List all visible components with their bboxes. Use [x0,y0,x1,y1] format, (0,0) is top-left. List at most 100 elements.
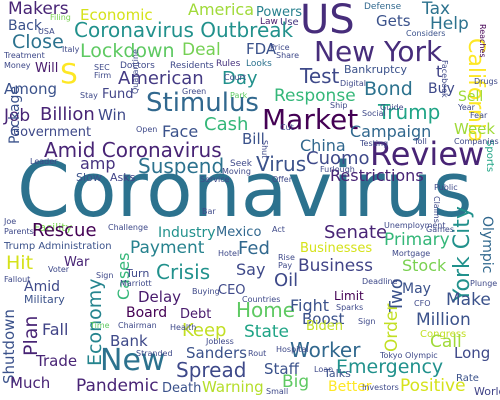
word-amp: amp [80,154,116,173]
word-use: Use [280,17,299,28]
word-sanders: Sanders [186,344,247,362]
word-job: Job [4,106,31,126]
word-unemployment: Unemployment [384,221,446,230]
word-asks: Asks [110,171,136,184]
word-facebook: Facebook [440,60,449,98]
word-price: Price [270,43,290,52]
word-help: Help [430,14,469,34]
word-toll: Toll [414,137,427,146]
word-spread: Spread [176,358,247,382]
word-cash: Cash [204,114,249,135]
word-pay: Pay [278,261,293,270]
word-shutdown: Shutdown [0,309,18,384]
word-fear: Fear [470,111,488,120]
word-primary: Primary [384,230,450,250]
word-turn: Turn [126,267,150,280]
word-will: Will [35,61,59,76]
word-defense: Defense [364,2,402,12]
word-doctors: Doctors [120,61,155,71]
word-deadline: Deadline [362,277,398,286]
word-buy: Buy [428,81,455,97]
word-congress: Congress [420,329,467,340]
word-amid-coronavirus: Amid Coronavirus [44,138,222,162]
word-bankruptcy: Bankruptcy [344,63,407,76]
word-test: Test [300,64,340,88]
word-us: US [300,0,355,43]
word-plan: Plan [20,315,42,356]
word-bank: Bank [110,332,148,350]
word-sell: Sell [458,89,484,105]
word-countries: Countries [242,295,281,304]
word-makers: Makers [8,0,69,19]
word-call: Call [430,332,462,352]
word-payment: Payment [130,238,205,258]
word-trump: Trump [378,100,441,124]
word-senate: Senate [324,222,388,243]
word-close: Close [12,31,64,53]
word-oil: Oil [274,270,299,291]
word-fallout: Fallout [4,275,31,284]
word-death: Death [162,381,202,396]
word-joe: Joe [4,217,17,226]
word-law: Law [260,17,278,27]
word-war: War [64,255,90,270]
word-business: Business [298,256,373,276]
word-hit: Hit [6,252,34,274]
word-order: Order [382,303,402,352]
word-government: Government [10,125,92,140]
word-year: Year [458,103,475,112]
word-tax: Tax [422,0,451,19]
word-face: Face [162,122,199,141]
word-filing: Filing [50,13,71,22]
word-quarantine: Quarantine [131,49,140,94]
word-hotel: Hotel [218,249,240,258]
word-tokyo-olympic: Tokyo Olympic [380,351,438,360]
word-back: Back [8,18,42,34]
word-offer: Offer [272,175,293,184]
word-firm: Firm [94,71,112,80]
word-health: Health [170,323,197,332]
word-rout: Rout [248,349,267,358]
word-among: Among [4,80,58,98]
word-mexico: Mexico [216,225,262,240]
word-service: Service [200,175,230,184]
word-fall: Fall [42,320,69,339]
word-package: Package [7,85,23,144]
word-fight: Fight [290,296,330,315]
word-shut: Shut [260,140,269,159]
word-treatment: Treatment [4,51,45,60]
word-economic: Economic [80,6,153,24]
word-buying: Buying [192,287,220,296]
word-week: Week [454,120,496,138]
word-warning: Warning [202,378,264,396]
word-coronavirus-outbreak: Coronavirus Outbreak [74,18,294,42]
word-games: Games [426,225,454,234]
word-cut: Cut [280,123,294,132]
word-pandemic: Pandemic [76,376,159,396]
word-facility: Facility [34,221,73,234]
word-hospital: Hospital [276,345,309,354]
word-win: Win [98,106,127,124]
word-businesses: Businesses [300,241,373,256]
word-olympic: Olympic [479,216,495,274]
word-lockdown: Lockdown [80,40,175,62]
word-cfo: CFO [414,299,431,308]
word-s: S [60,57,78,90]
word-trump-administration: Trump Administration [4,241,112,252]
word-day: Day [222,68,258,89]
word-sign: Sign [96,271,114,280]
word-park: Park [230,91,248,100]
word-amid: Amid [24,279,60,295]
word-stock: Stock [402,256,447,275]
word-suspend: Suspend [138,154,225,178]
word-biden: Biden [306,319,344,334]
word-considers: Considers [406,29,446,38]
word-leader: Leader [30,157,58,166]
word-voter: Voter [48,265,70,274]
word-drugs: Drugs [474,77,498,86]
word-say: Say [236,260,266,279]
word-new: New [100,343,166,378]
word-seek: Seek [230,159,252,169]
word-worker: Worker [290,338,361,362]
word-digital: Digital [340,79,366,88]
